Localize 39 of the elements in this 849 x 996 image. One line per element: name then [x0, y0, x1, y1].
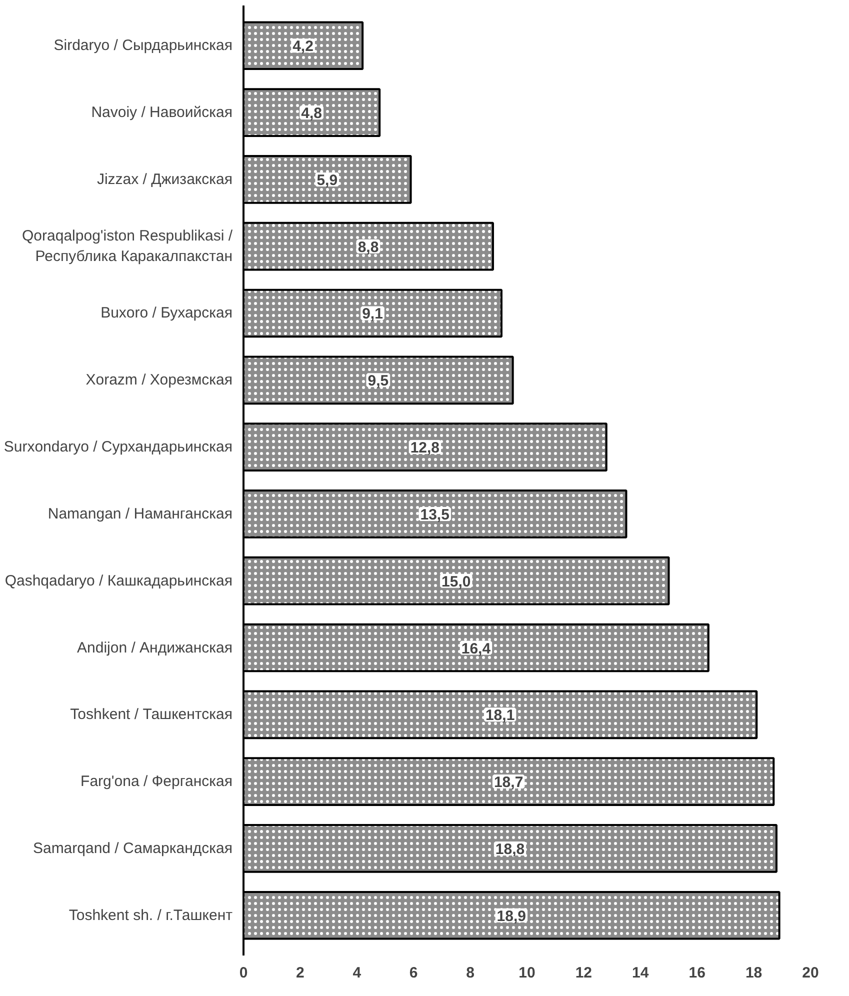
data-label: 4,2 — [292, 38, 314, 56]
y-tick-label: Toshkent sh. / г.Ташкент — [68, 906, 233, 924]
data-label: 9,5 — [368, 372, 389, 390]
y-tick-label: Sirdaryo / Сырдарьинская — [54, 37, 233, 54]
data-label: 12,8 — [410, 440, 440, 457]
y-tick-label: Jizzax / Джизакская — [96, 170, 233, 188]
x-tick-label: 18 — [745, 964, 762, 982]
x-tick-label: 12 — [575, 964, 592, 982]
y-tick-label: Qashqadaryo / Кашкадарьинская — [4, 572, 233, 590]
data-label: 18,9 — [496, 908, 526, 925]
x-tick-label: 16 — [688, 964, 706, 982]
data-label: 8,8 — [358, 238, 379, 256]
y-tick-label: Navoiy / Навоийская — [91, 104, 233, 122]
x-tick-label: 20 — [802, 964, 819, 982]
data-label: 18,7 — [494, 774, 524, 792]
x-tick-label: 2 — [296, 964, 304, 982]
data-label: 18,1 — [485, 707, 515, 724]
y-tick-label: Xorazm / Хорезмская — [86, 372, 233, 389]
x-tick-label: 4 — [352, 964, 362, 982]
data-label: 4,8 — [301, 105, 322, 122]
x-tick-label: 8 — [466, 964, 474, 982]
x-tick-label: 10 — [518, 964, 536, 982]
y-tick-label: Toshkent / Ташкентская — [70, 706, 233, 724]
y-tick-label: Buxoro / Бухарская — [100, 304, 233, 322]
y-tick-label: Farg'ona / Ферганская — [80, 773, 233, 790]
data-label: 13,5 — [420, 506, 450, 524]
y-tick-label: Namangan / Наманганская — [48, 505, 233, 522]
data-label: 16,4 — [461, 640, 492, 658]
data-label: 9,1 — [362, 306, 383, 323]
data-label: 18,8 — [495, 840, 525, 858]
x-tick-label: 6 — [409, 964, 418, 982]
y-tick-label: Andijon / Андижанская — [77, 639, 233, 656]
y-tick-label: Qoraqalpog'iston Respublikasi / Республика Каракалпакстан — [22, 228, 234, 266]
x-tick-label: 0 — [239, 964, 248, 982]
x-tick-label: 14 — [632, 964, 650, 982]
data-label: 5,9 — [316, 172, 338, 189]
y-tick-label: Surxondaryo / Сурхандарьинская — [4, 438, 233, 456]
y-tick-label: Samarqand / Самаркандская — [32, 840, 233, 857]
data-label: 15,0 — [442, 573, 471, 590]
